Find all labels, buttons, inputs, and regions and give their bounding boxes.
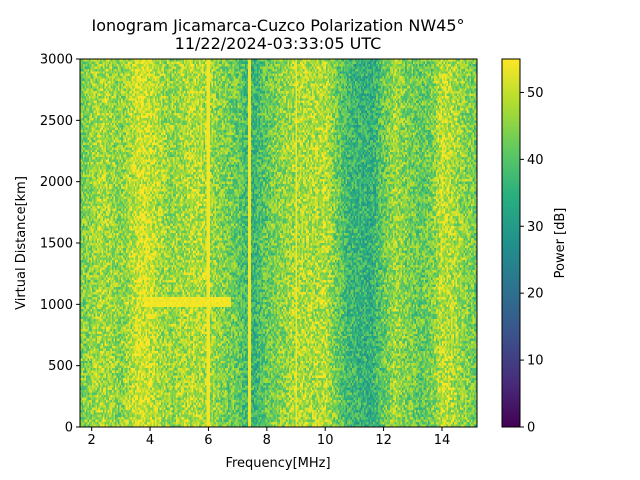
colorbar-tick-label: 0 (527, 421, 535, 436)
x-axis: 2 4 6 8 10 12 14 (88, 427, 451, 448)
y-tick-label: 3000 (40, 53, 73, 68)
x-tick-label: 12 (375, 433, 392, 448)
y-axis: 0 500 1000 1500 2000 2500 3000 (40, 53, 80, 436)
y-tick-label: 1500 (40, 237, 73, 252)
colorbar-axis: 0 10 20 30 40 50 (520, 86, 544, 436)
colorbar-tick-label: 30 (527, 220, 544, 235)
colorbar-tick-label: 20 (527, 287, 544, 302)
y-tick-label: 0 (65, 421, 73, 436)
heatmap (80, 59, 477, 427)
x-tick-label: 10 (317, 433, 334, 448)
x-tick-label: 8 (263, 433, 271, 448)
chart-title: Ionogram Jicamarca-Cuzco Polarization NW… (91, 16, 465, 35)
colorbar-frame (501, 58, 521, 428)
x-tick-label: 14 (434, 433, 451, 448)
x-tick-label: 6 (204, 433, 212, 448)
colorbar-tick-label: 40 (527, 153, 544, 168)
colorbar-tick-label: 10 (527, 354, 544, 369)
heatmap-raster (80, 59, 477, 427)
chart-subtitle: 11/22/2024-03:33:05 UTC (174, 34, 382, 53)
colorbar (502, 59, 520, 427)
y-tick-label: 2000 (40, 175, 73, 190)
y-tick-label: 2500 (40, 114, 73, 129)
x-tick-label: 4 (146, 433, 154, 448)
y-tick-label: 1000 (40, 298, 73, 313)
y-tick-label: 500 (48, 359, 73, 374)
colorbar-tick-label: 50 (527, 86, 544, 101)
y-axis-label: Virtual Distance[km] (14, 176, 29, 310)
colorbar-label: Power [dB] (553, 208, 568, 279)
x-axis-label: Frequency[MHz] (225, 456, 330, 471)
x-tick-label: 2 (88, 433, 96, 448)
